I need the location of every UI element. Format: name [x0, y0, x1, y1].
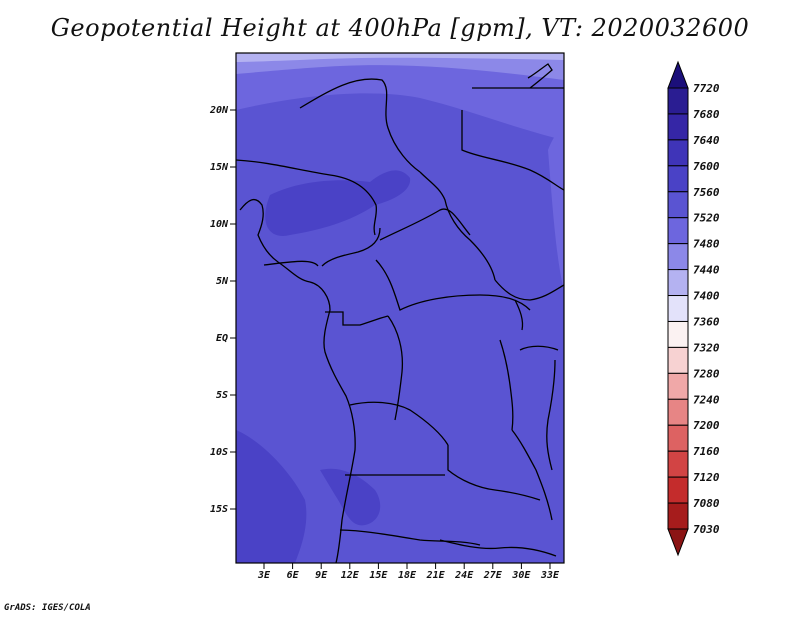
colorbar-level-label: 7560 [693, 186, 720, 199]
colorbar-swatch [667, 398, 689, 426]
map-title: Geopotential Height at 400hPa [gpm], VT:… [50, 14, 750, 42]
colorbar-level-label: 7240 [693, 393, 720, 406]
fill-7480-east [548, 125, 564, 290]
colorbar-swatch [667, 139, 689, 167]
colorbar-swatch [667, 320, 689, 348]
fill-7560-south [320, 468, 381, 526]
lat-label: 20N [209, 105, 229, 116]
colorbar-swatch [667, 191, 689, 219]
fill-7560-sahel [265, 170, 411, 236]
colorbar-top-arrow [667, 60, 689, 89]
fill-7440 [236, 53, 564, 80]
lon-label: 27E [483, 570, 503, 581]
lat-label: 10S [210, 447, 228, 458]
fill-7400 [236, 53, 564, 62]
colorbar-bottom-arrow [667, 528, 689, 557]
fill-7560-southwest [236, 430, 307, 563]
longitude-axis: 3E 6E 9E 12E 15E 18E 21E 24E 27E 30E 33E [257, 563, 560, 581]
lon-label: 12E [341, 570, 360, 581]
colorbar-level-label: 7200 [693, 419, 720, 432]
lat-label: 15N [210, 162, 229, 173]
latitude-axis: 20N 15N 10N 5N EQ 5S 10S 15S [209, 105, 236, 515]
lat-label: 5N [216, 276, 229, 287]
colorbar-swatch [667, 113, 689, 141]
lon-label: 6E [287, 570, 300, 581]
colorbar-level-label: 7120 [693, 471, 720, 484]
colorbar-level-label: 7400 [693, 290, 720, 303]
colorbar-swatch [667, 87, 689, 115]
colorbar-swatch [667, 372, 689, 400]
lon-label: 9E [315, 570, 328, 581]
colorbar-level-label: 7480 [693, 238, 720, 251]
colorbar-legend: 7720 7680 7640 7600 7560 7520 7480 7440 7400 7360… [667, 60, 720, 557]
colorbar-level-label: 7600 [693, 160, 720, 173]
lat-label: 10N [210, 219, 229, 230]
lat-label: 15S [210, 504, 228, 515]
colorbar-level-label: 7320 [693, 341, 720, 354]
colorbar-level-label: 7160 [693, 445, 720, 458]
lon-label: 3E [257, 570, 271, 581]
colorbar-swatch [667, 424, 689, 452]
fill-7480 [236, 53, 564, 140]
colorbar-level-label: 7720 [693, 82, 720, 95]
lon-label: 15E [369, 570, 388, 581]
lon-label: 21E [426, 570, 446, 581]
colorbar-swatch [667, 269, 689, 297]
lon-label: 18E [398, 570, 417, 581]
colorbar-level-label: 7640 [693, 134, 720, 147]
colorbar-level-label: 7030 [693, 523, 720, 536]
colorbar-swatch [667, 217, 689, 245]
colorbar-swatch [667, 295, 689, 322]
lon-label: 24E [454, 570, 474, 581]
colorbar-level-label: 7080 [693, 497, 720, 510]
lon-label: 33E [540, 570, 560, 581]
colorbar-swatch [667, 502, 689, 530]
colorbar-level-label: 7520 [693, 212, 720, 225]
colorbar-level-label: 7360 [693, 315, 720, 328]
colorbar-level-label: 7440 [693, 264, 720, 277]
lon-label: 30E [511, 570, 531, 581]
map-frame [235, 52, 565, 564]
colorbar-swatch [667, 346, 689, 374]
borders-coastlines [236, 63, 564, 563]
grads-credit: GrADS: IGES/COLA [4, 603, 91, 613]
colorbar-swatch [667, 243, 689, 271]
lat-label: EQ [216, 333, 228, 344]
lat-label: 5S [216, 390, 228, 401]
colorbar-level-label: 7280 [693, 367, 720, 380]
colorbar-swatch [667, 450, 689, 478]
colorbar-level-label: 7680 [693, 108, 720, 121]
colorbar-swatch [667, 165, 689, 193]
colorbar-swatch [667, 476, 689, 504]
